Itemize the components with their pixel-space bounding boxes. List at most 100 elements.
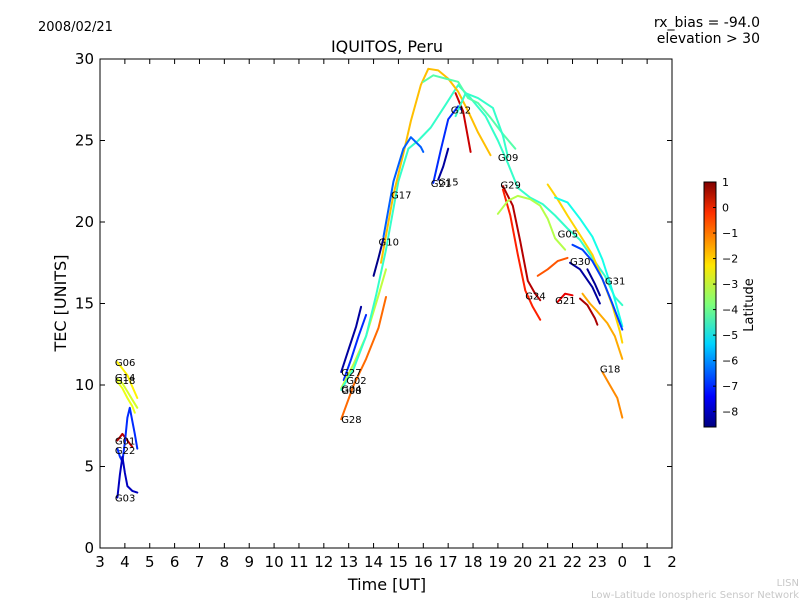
satellite-label-g17: G17 [391, 190, 411, 201]
series-g18-31 [601, 371, 624, 419]
satellite-label-g24: G24 [525, 291, 545, 302]
x-tick-label: 23 [588, 553, 607, 571]
satellite-label-g08: G08 [341, 386, 361, 397]
satellite-label-g03: G03 [115, 494, 135, 505]
satellite-label-g27: G27 [341, 368, 361, 379]
x-tick-label: 9 [244, 553, 254, 571]
series-g16-17 [454, 92, 472, 153]
satellite-label-g29: G29 [500, 181, 520, 192]
plot-area [116, 67, 624, 499]
series-g10-11 [372, 237, 385, 277]
satellite-label-g31: G31 [605, 277, 625, 288]
x-tick-label: 13 [339, 553, 358, 571]
x-tick-label: 11 [289, 553, 308, 571]
y-tick-label: 30 [75, 50, 94, 68]
series-g28-10 [340, 296, 387, 421]
satellite-label-g21: G21 [431, 179, 451, 190]
satellite-label-g18: G18 [600, 365, 620, 376]
series-g03-5 [116, 455, 139, 499]
series-g07-24 [554, 196, 624, 328]
x-axis: 3 4 5 6 7 8 9 10 11 12 13 14 15 16 17 18 19 20 21 22 23 0 1 2 [95, 59, 677, 571]
series-g24-20 [501, 188, 542, 321]
colorbar-tick-label: −2 [722, 253, 738, 266]
satellite-label-g12: G12 [451, 106, 471, 117]
series-g31-29 [581, 292, 624, 360]
x-tick-label: 10 [265, 553, 284, 571]
series-g15-15 [437, 147, 450, 181]
series-g05-23 [546, 183, 624, 344]
colorbar-tick-label: −6 [722, 355, 738, 368]
satellite-label-g28: G28 [341, 415, 361, 426]
series-g21-28 [556, 292, 574, 303]
series-g22-4 [116, 406, 139, 463]
y-tick-label: 15 [75, 295, 94, 313]
satellite-label-g21: G21 [555, 296, 575, 307]
y-tick-label: 10 [75, 376, 94, 394]
x-tick-label: 0 [617, 553, 627, 571]
satellite-label-g30: G30 [570, 257, 590, 268]
satellite-label-g09: G09 [498, 153, 518, 164]
satellite-label-g06: G06 [115, 358, 135, 369]
series-g02-7 [342, 313, 368, 382]
series-g20-27 [586, 268, 601, 297]
x-tick-label: 1 [642, 553, 652, 571]
x-tick-label: 7 [195, 553, 205, 571]
colorbar-tick-label: −7 [722, 380, 738, 393]
x-tick-label: 20 [513, 553, 532, 571]
date-label: 2008/02/21 [38, 20, 113, 35]
x-tick-label: 18 [463, 553, 482, 571]
series-g08-9 [340, 84, 624, 391]
series-g18-2 [116, 380, 136, 414]
x-tick-label: 21 [538, 553, 557, 571]
colorbar-gradient [703, 181, 717, 428]
series-g33-30 [579, 297, 599, 326]
x-tick-label: 3 [95, 553, 105, 571]
colorbar-label: Latitude [742, 278, 757, 332]
colorbar-tick-label: −5 [722, 329, 738, 342]
colorbar-tick-label: −8 [722, 406, 738, 419]
x-tick-label: 19 [488, 553, 507, 571]
series-g14-1 [116, 377, 139, 409]
x-tick-label: 12 [314, 553, 333, 571]
colorbar-tick-label: −3 [722, 278, 738, 291]
x-tick-label: 8 [220, 553, 230, 571]
series-g21-13 [382, 136, 425, 238]
satellite-label-g18: G18 [115, 376, 135, 387]
satellite-label-g05: G05 [558, 229, 578, 240]
y-tick-label: 0 [84, 539, 94, 557]
footer-network: Low-Latitude Ionospheric Sensor Network [591, 590, 799, 600]
colorbar-tick-label: −1 [722, 227, 738, 240]
series-g32-22 [536, 256, 569, 277]
satellite-label-g15: G15 [438, 177, 458, 188]
x-axis-label: Time [UT] [347, 575, 426, 594]
series-g29-19 [501, 185, 542, 302]
satellite-labels: G06G14G18G01G22G03G27G02G04G08G28G10G17G… [115, 106, 625, 505]
series-g06-0 [116, 361, 139, 399]
x-tick-label: 5 [145, 553, 155, 571]
colorbar-tick-label: 0 [722, 202, 729, 215]
y-tick-label: 20 [75, 213, 94, 231]
satellite-label-g10: G10 [379, 238, 399, 249]
y-tick-label: 5 [84, 458, 94, 476]
latitude-colorbar: 1 0 −1 −2 −3 −4 −5 −6 −7 −8 [703, 176, 738, 428]
satellite-label-g22: G22 [115, 446, 135, 457]
satellite-label-g02: G02 [346, 376, 366, 387]
series-g17-12 [380, 67, 492, 264]
series-g09-18 [454, 92, 509, 158]
rx-bias-label: rx_bias = -94.0 [654, 15, 760, 31]
x-tick-label: 22 [563, 553, 582, 571]
satellite-label-g01: G01 [115, 436, 135, 447]
chart-title: IQUITOS, Peru [331, 37, 443, 56]
footer-lisn: LISN [777, 578, 799, 589]
satellite-label-g04: G04 [341, 384, 361, 395]
x-tick-label: 15 [389, 553, 408, 571]
y-axis-label: TEC [UNITS] [51, 255, 70, 353]
series-g30-25 [569, 261, 601, 305]
satellite-label-g14: G14 [115, 373, 135, 384]
series-g12-16 [422, 74, 517, 150]
series-g27-6 [340, 305, 363, 373]
x-tick-label: 4 [120, 553, 130, 571]
series-g01-3 [116, 432, 134, 448]
y-tick-label: 25 [75, 132, 94, 150]
